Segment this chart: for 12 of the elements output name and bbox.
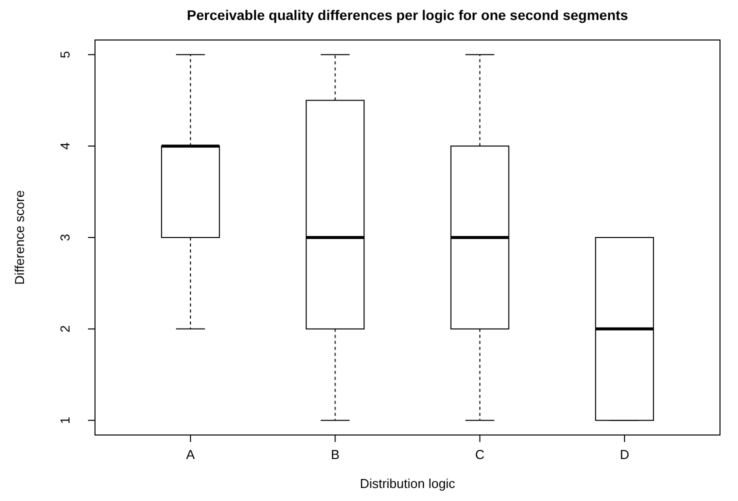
y-axis-title: Difference score <box>12 190 27 285</box>
y-tick-label: 4 <box>58 142 73 150</box>
y-tick-label: 1 <box>58 416 73 424</box>
y-tick-label: 5 <box>58 51 73 58</box>
x-tick-label: B <box>330 447 340 462</box>
y-tick-label: 2 <box>58 325 73 333</box>
y-tick-label: 3 <box>58 234 73 242</box>
x-tick-label: A <box>186 447 196 462</box>
x-axis-title: Distribution logic <box>360 476 456 491</box>
x-tick-label: D <box>620 447 630 462</box>
x-tick-label: C <box>475 447 485 462</box>
chart-title: Perceivable quality differences per logic for one second segments <box>186 7 628 23</box>
